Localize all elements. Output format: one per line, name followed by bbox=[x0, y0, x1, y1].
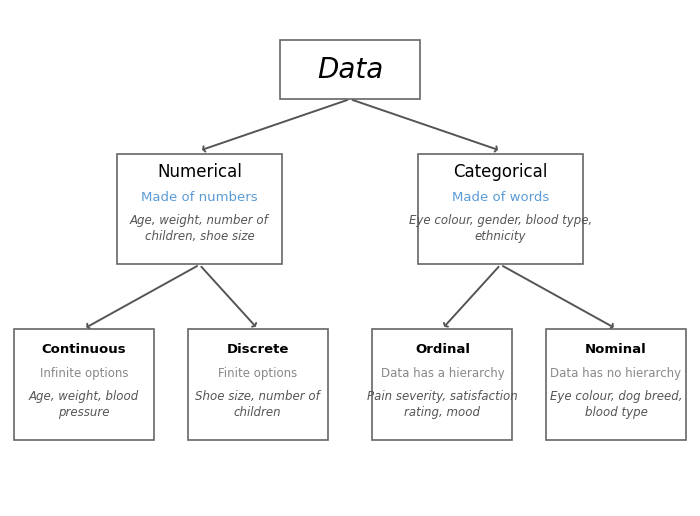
Text: Categorical: Categorical bbox=[454, 163, 547, 181]
FancyBboxPatch shape bbox=[546, 329, 686, 440]
Text: Discrete: Discrete bbox=[226, 343, 289, 356]
Text: Infinite options: Infinite options bbox=[40, 366, 128, 380]
Text: Data has no hierarchy: Data has no hierarchy bbox=[550, 366, 682, 380]
Text: Nominal: Nominal bbox=[585, 343, 647, 356]
Text: Numerical: Numerical bbox=[157, 163, 242, 181]
Text: Eye colour, gender, blood type,
ethnicity: Eye colour, gender, blood type, ethnicit… bbox=[409, 214, 592, 243]
Text: Shoe size, number of
children: Shoe size, number of children bbox=[195, 390, 320, 418]
FancyBboxPatch shape bbox=[280, 40, 420, 99]
Text: Finite options: Finite options bbox=[218, 366, 298, 380]
Text: Pain severity, satisfaction
rating, mood: Pain severity, satisfaction rating, mood bbox=[367, 390, 518, 418]
FancyBboxPatch shape bbox=[418, 154, 582, 265]
Text: Eye colour, dog breed,
blood type: Eye colour, dog breed, blood type bbox=[550, 390, 682, 418]
Text: Data: Data bbox=[317, 56, 383, 84]
Text: Continuous: Continuous bbox=[42, 343, 126, 356]
Text: Age, weight, number of
children, shoe size: Age, weight, number of children, shoe si… bbox=[130, 214, 269, 243]
FancyBboxPatch shape bbox=[188, 329, 328, 440]
FancyBboxPatch shape bbox=[14, 329, 154, 440]
FancyBboxPatch shape bbox=[117, 154, 281, 265]
Text: Made of words: Made of words bbox=[452, 191, 549, 204]
Text: Made of numbers: Made of numbers bbox=[141, 191, 258, 204]
Text: Data has a hierarchy: Data has a hierarchy bbox=[381, 366, 504, 380]
Text: Ordinal: Ordinal bbox=[415, 343, 470, 356]
Text: Age, weight, blood
pressure: Age, weight, blood pressure bbox=[29, 390, 139, 418]
FancyBboxPatch shape bbox=[372, 329, 512, 440]
